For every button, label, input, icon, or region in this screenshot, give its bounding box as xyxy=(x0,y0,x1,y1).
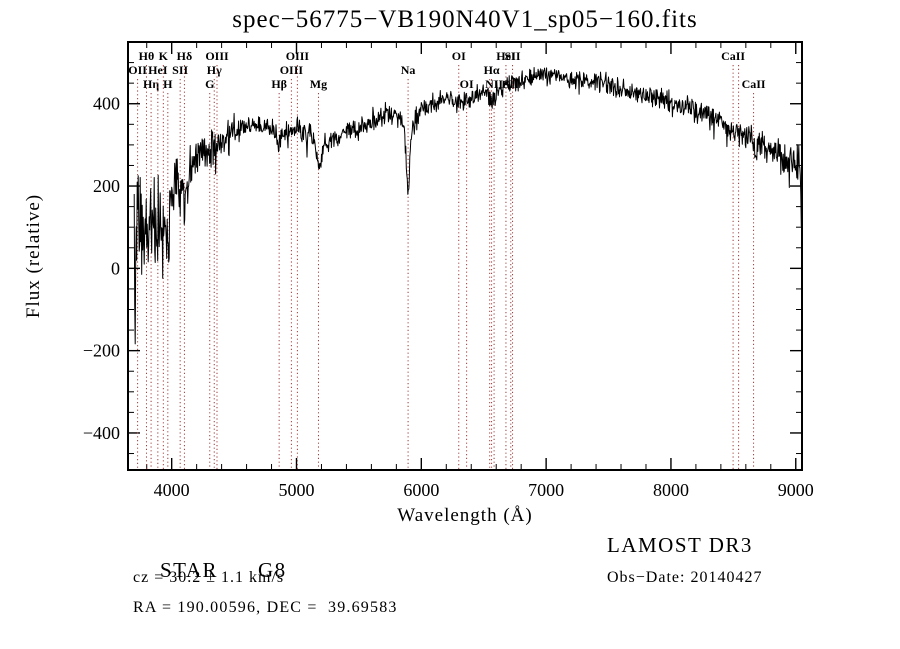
x-tick-label: 9000 xyxy=(778,480,814,500)
x-tick-label: 8000 xyxy=(653,480,689,500)
spectral-line-label: Hη xyxy=(143,77,159,91)
spectral-line-label: G xyxy=(205,77,214,91)
x-tick-label: 6000 xyxy=(403,480,439,500)
spectral-line-label: H xyxy=(163,77,173,91)
spectral-line-label: Hθ xyxy=(139,49,155,63)
y-tick-label: −400 xyxy=(83,423,120,443)
spectral-line-label: K xyxy=(159,49,169,63)
star-subclass-label: G8 xyxy=(258,558,287,582)
survey-label: LAMOST DR3 xyxy=(607,533,753,557)
spectral-line-label: CaII xyxy=(721,49,745,63)
spectral-line-label: OIII xyxy=(280,63,304,77)
cz-label: cz = 30.2 ± 1.1 km/s xyxy=(133,569,285,586)
x-tick-label: 5000 xyxy=(279,480,315,500)
chart-title: spec−56775−VB190N40V1_sp05−160.fits xyxy=(232,6,698,33)
classification-line: STAR G8 xyxy=(133,533,287,608)
plot-frame xyxy=(127,41,803,471)
spectral-line-label: Hα xyxy=(484,63,500,77)
star-class-label: STAR xyxy=(160,558,218,582)
y-tick-label: 0 xyxy=(111,258,120,278)
spectral-line-label: HeI xyxy=(148,63,168,77)
spectral-line-label: SII xyxy=(172,63,188,77)
y-tick-label: 400 xyxy=(93,94,120,114)
spectral-line-label: Mg xyxy=(310,77,327,91)
spectral-line-label: OIII xyxy=(205,49,229,63)
tick-labels: 4000 5000 6000 7000 8000 9000 −400 −200 0 200 400 xyxy=(83,94,814,500)
spectral-line-label: OI xyxy=(452,49,466,63)
spectral-line-label: OII xyxy=(128,63,147,77)
spectral-line-label: HeI xyxy=(496,49,516,63)
x-tick-label: 4000 xyxy=(154,480,190,500)
x-tick-label: 7000 xyxy=(528,480,564,500)
spectral-line-label: OIII xyxy=(286,49,310,63)
spectral-line-label: Hγ xyxy=(207,63,222,77)
obs-date-label: Obs−Date: 20140427 xyxy=(607,569,763,586)
ra-dec-label: RA = 190.00596, DEC = 39.69583 xyxy=(133,599,398,616)
spectral-line-label: Hβ xyxy=(271,77,287,91)
spectral-line-label: CaII xyxy=(742,77,766,91)
y-tick-label: −200 xyxy=(83,341,120,361)
spectral-line-label: SII xyxy=(505,49,521,63)
y-tick-label: 200 xyxy=(93,176,120,196)
spectrum-trace xyxy=(133,67,801,345)
x-axis-label: Wavelength (Å) xyxy=(397,505,533,526)
spectral-line-markers: OIIHθHηHeIKHSIIHδGHγOIIIHβOIIIOIIIMgNaOI… xyxy=(128,49,766,469)
spectral-line-label: OI xyxy=(460,77,474,91)
spectral-line-label: Na xyxy=(401,63,416,77)
spectral-line-label: Hδ xyxy=(177,49,193,63)
